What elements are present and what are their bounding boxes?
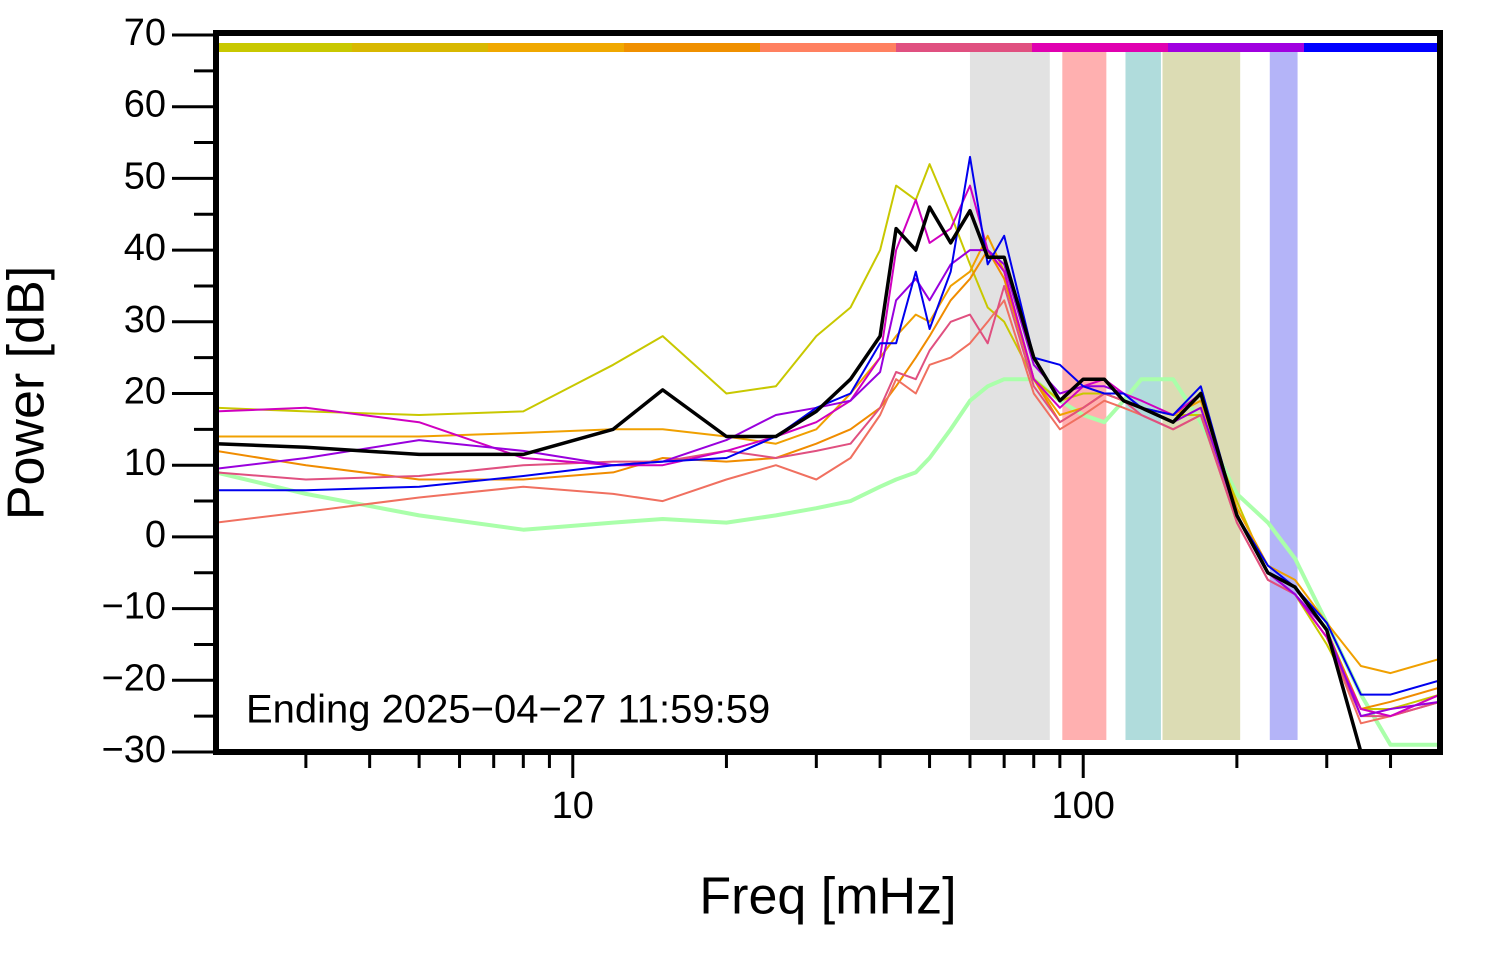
bands [216, 43, 1440, 740]
frequency-band [969, 52, 1050, 740]
series-line [216, 234, 1440, 675]
frequency-band [1269, 52, 1298, 740]
color-strip [216, 43, 352, 52]
color-strip [352, 43, 488, 52]
y-tick-label: 70 [124, 12, 166, 54]
color-strip [1304, 43, 1440, 52]
series-line [216, 155, 1440, 696]
series-line [216, 377, 1440, 747]
y-tick-label: 40 [124, 227, 166, 269]
x-tick-label: 100 [1052, 785, 1115, 827]
y-tick-label: −10 [102, 586, 166, 628]
annotation: Ending 2025−04−27 11:59:59 [246, 688, 770, 732]
series-line [216, 184, 1440, 718]
y-axis-title: Power [dB] [0, 266, 56, 520]
y-tick-label: 20 [124, 371, 166, 413]
color-strip [624, 43, 760, 52]
y-tick-label: −20 [102, 657, 166, 699]
axes: −30 −20 −10 0 10 20 30 40 50 60 70 10 100 [102, 12, 1443, 827]
color-strip [1168, 43, 1304, 52]
series-line [216, 249, 1440, 718]
y-tick-label: −30 [102, 729, 166, 771]
y-tick-label: 30 [124, 299, 166, 341]
y-tick-label: 0 [145, 514, 166, 556]
series-line [216, 284, 1440, 718]
color-strip [896, 43, 1032, 52]
color-strip [1032, 43, 1168, 52]
color-strip [488, 43, 624, 52]
y-tick-label: 50 [124, 155, 166, 197]
color-strip [760, 43, 896, 52]
y-tick-label: 60 [124, 84, 166, 126]
y-tick-label: 10 [124, 442, 166, 484]
series-line [216, 249, 1440, 710]
x-tick-label: 10 [552, 785, 594, 827]
x-axis-title: Freq [mHz] [699, 868, 956, 926]
lines [216, 155, 1440, 752]
plot-frame [213, 30, 1443, 755]
series-line [216, 205, 1363, 752]
